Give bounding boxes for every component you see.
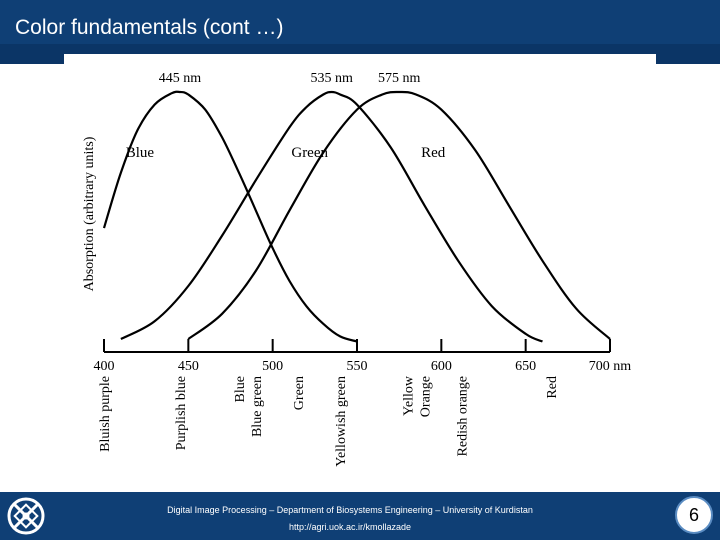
- slide-footer: Digital Image Processing – Department of…: [0, 492, 720, 540]
- axes: 400 450 500 550 600 650 700 nm: [94, 339, 632, 374]
- absorption-curves: [102, 90, 611, 343]
- absorption-figure: 400 450 500 550 600 650 700 nm Absorption (arb…: [64, 54, 656, 488]
- color-band-label: Orange: [419, 376, 434, 417]
- x-tick-label: 500: [262, 359, 283, 374]
- absorption-chart: 400 450 500 550 600 650 700 nm Absorption (arb…: [82, 71, 632, 467]
- color-band-label: Yellowish green: [334, 376, 349, 467]
- peak-label-red: 575 nm: [378, 71, 421, 86]
- color-band-label: Purplish blue: [174, 376, 189, 450]
- color-band-label: Yellow: [402, 375, 417, 416]
- curve-blue: [102, 90, 358, 343]
- footer-department: Digital Image Processing – Department of…: [167, 505, 533, 515]
- x-tick-label: 450: [178, 359, 199, 374]
- peak-label-green: 535 nm: [311, 71, 354, 86]
- color-band-label: Redish orange: [456, 376, 471, 456]
- x-tick-label: 550: [347, 359, 368, 374]
- university-logo-icon: [7, 497, 45, 535]
- curve-green: [120, 90, 543, 343]
- color-band-label: Bluish purple: [98, 376, 113, 452]
- color-band-label: Blue: [233, 376, 248, 402]
- x-tick-label: 700 nm: [589, 359, 632, 374]
- color-band-label: Green: [292, 376, 307, 410]
- series-label-red: Red: [421, 145, 446, 161]
- curve-red: [187, 90, 611, 340]
- color-band-label: Blue green: [250, 376, 265, 437]
- x-tick-label: 600: [431, 359, 452, 374]
- series-label-blue: Blue: [126, 145, 155, 161]
- y-axis-label: Absorption (arbitrary units): [82, 136, 97, 291]
- page-number-badge: 6: [675, 496, 713, 534]
- slide-title: Color fundamentals (cont …): [15, 16, 284, 39]
- footer-url[interactable]: http://agri.uok.ac.ir/kmollazade: [288, 522, 412, 532]
- peak-label-blue: 445 nm: [159, 71, 202, 86]
- x-tick-label: 400: [94, 359, 115, 374]
- color-band-label: Red: [545, 376, 560, 399]
- series-label-green: Green: [291, 145, 328, 161]
- x-tick-label: 650: [515, 359, 536, 374]
- color-band-labels: Bluish purple Purplish blue Blue Blue green…: [98, 375, 560, 467]
- chart-labels: Absorption (arbitrary units) 445 nm Blue 53…: [82, 71, 446, 291]
